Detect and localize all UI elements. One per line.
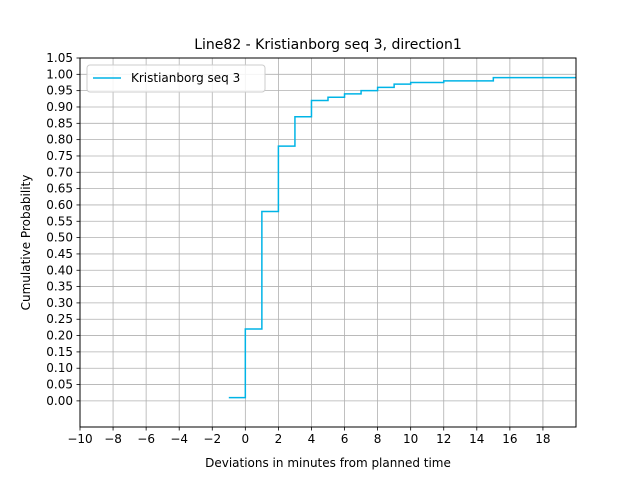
- y-axis: 0.00 0.05 0.10 0.15 0.20 0.25 0.30 0.35 0.40 0.45…: [46, 51, 80, 408]
- x-tick-label: 8: [374, 432, 382, 446]
- y-tick-label: 0.75: [46, 149, 73, 163]
- legend-label: Kristianborg seq 3: [131, 71, 240, 85]
- y-tick-label: 0.10: [46, 361, 73, 375]
- legend: Kristianborg seq 3: [86, 64, 266, 93]
- y-tick-label: 0.05: [46, 378, 73, 392]
- plot-background: [80, 58, 576, 427]
- y-tick-label: 0.55: [46, 214, 73, 228]
- y-tick-label: 0.25: [46, 312, 73, 326]
- y-tick-label: 0.20: [46, 329, 73, 343]
- x-tick-label: −2: [203, 432, 221, 446]
- x-tick-label: 2: [275, 432, 283, 446]
- x-tick-label: −10: [67, 432, 92, 446]
- legend-box: [86, 64, 266, 93]
- y-tick-label: 0.70: [46, 165, 73, 179]
- y-tick-label: 0.80: [46, 133, 73, 147]
- y-tick-label: 0.30: [46, 296, 73, 310]
- y-tick-label: 0.85: [46, 116, 73, 130]
- y-tick-label: 0.95: [46, 84, 73, 98]
- series-layer: [228, 76, 576, 399]
- x-tick-label: −4: [170, 432, 188, 446]
- y-tick-label: 0.65: [46, 182, 73, 196]
- y-tick-label: 0.50: [46, 231, 73, 245]
- y-tick-label: 0.90: [46, 100, 73, 114]
- plot-frame: [79, 57, 577, 428]
- x-tick-label: 16: [502, 432, 517, 446]
- y-tick-label: 0.15: [46, 345, 73, 359]
- x-tick-label: 14: [469, 432, 484, 446]
- grid: [79, 57, 576, 427]
- x-tick-label: 10: [403, 432, 418, 446]
- y-tick-label: 0.35: [46, 280, 73, 294]
- series-line-0: [228, 76, 576, 399]
- x-axis: −10 −8 −6 −4 −2 0 2 4 6 8 10 12 14 16 18: [67, 427, 551, 446]
- x-tick-label: 12: [436, 432, 451, 446]
- x-tick-label: −6: [137, 432, 155, 446]
- y-tick-label: 1.00: [46, 67, 73, 81]
- x-axis-label: Deviations in minutes from planned time: [205, 456, 451, 470]
- x-tick-label: 4: [308, 432, 316, 446]
- y-axis-label: Cumulative Probability: [19, 175, 33, 311]
- x-tick-label: 0: [242, 432, 250, 446]
- y-tick-label: 1.05: [46, 51, 73, 65]
- y-tick-label: 0.45: [46, 247, 73, 261]
- y-tick-label: 0.00: [46, 394, 73, 408]
- x-tick-label: −8: [104, 432, 122, 446]
- x-tick-label: 6: [341, 432, 349, 446]
- chart-title: Line82 - Kristianborg seq 3, direction1: [194, 37, 462, 53]
- y-tick-label: 0.60: [46, 198, 73, 212]
- x-tick-label: 18: [535, 432, 550, 446]
- y-tick-label: 0.40: [46, 263, 73, 277]
